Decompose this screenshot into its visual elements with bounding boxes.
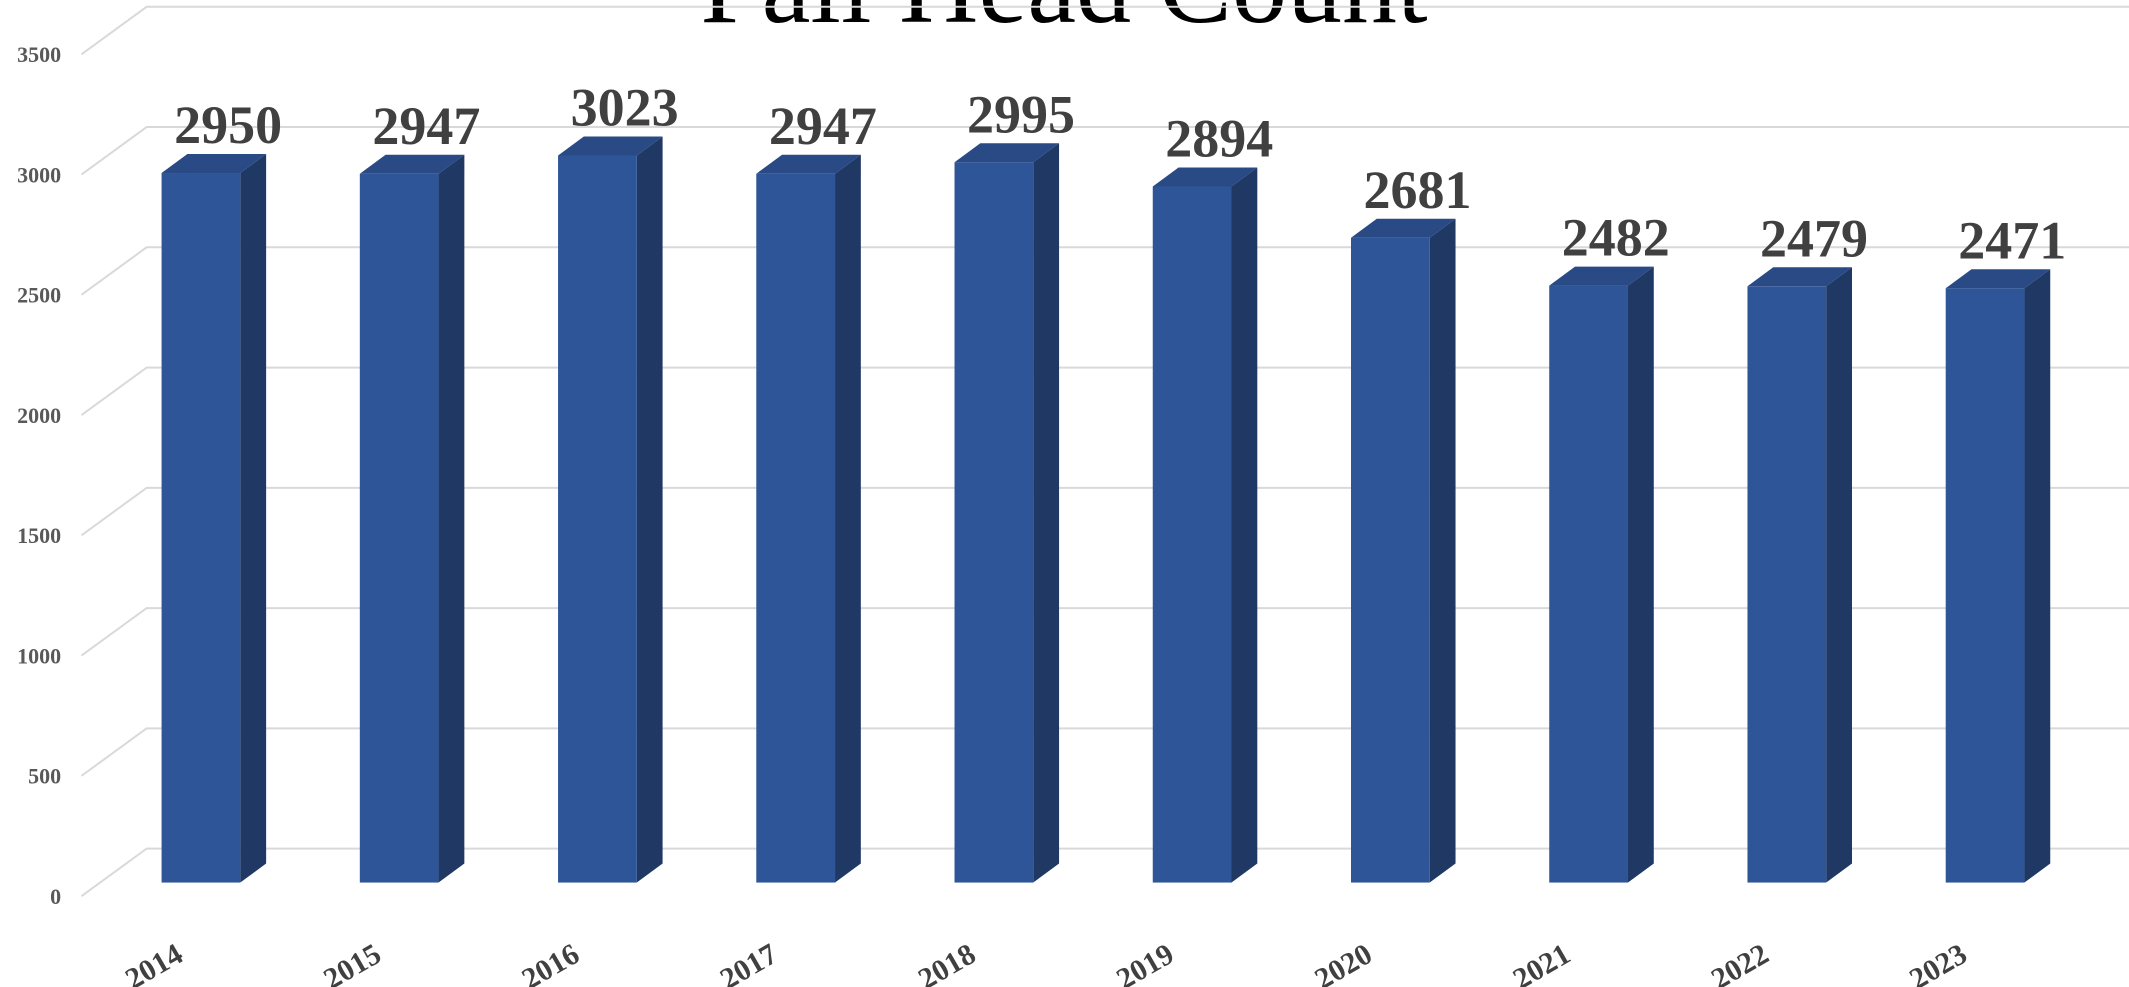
data-label: 2947 bbox=[769, 96, 877, 156]
bar bbox=[1549, 285, 1628, 883]
x-tick-label: 2020 bbox=[1309, 937, 1377, 987]
x-tick-label: 2017 bbox=[715, 937, 783, 987]
y-tick-label: 500 bbox=[28, 764, 61, 789]
bar-group bbox=[1350, 218, 1456, 883]
bar-side bbox=[1033, 143, 1060, 883]
grid-line bbox=[80, 847, 2129, 897]
bar bbox=[161, 173, 241, 883]
y-tick-label: 2000 bbox=[17, 403, 61, 428]
grid-line bbox=[80, 727, 2129, 777]
x-tick-label: 2019 bbox=[1111, 937, 1179, 987]
data-label: 2894 bbox=[1165, 109, 1273, 169]
bar bbox=[558, 155, 637, 883]
bar-side bbox=[636, 136, 663, 883]
bar-top bbox=[1549, 266, 1654, 286]
bar-group bbox=[756, 154, 861, 883]
bar-side bbox=[240, 154, 267, 883]
bar-side bbox=[1627, 266, 1654, 883]
x-tick-label: 2022 bbox=[1706, 937, 1774, 987]
grid-line bbox=[80, 5, 2129, 56]
y-tick-label: 3500 bbox=[17, 42, 61, 67]
bar-group bbox=[1945, 269, 2051, 883]
bar-top bbox=[1350, 218, 1456, 238]
grid-line bbox=[80, 246, 2129, 296]
bar-side bbox=[835, 154, 861, 883]
bar-top bbox=[1945, 269, 2051, 289]
x-tick-label: 2014 bbox=[120, 937, 188, 987]
grid-line bbox=[80, 486, 2129, 537]
data-label: 2482 bbox=[1562, 208, 1670, 268]
y-tick-label: 2500 bbox=[17, 283, 61, 308]
bar-top bbox=[359, 154, 465, 174]
bar-group bbox=[1152, 167, 1258, 883]
data-label: 2995 bbox=[967, 84, 1075, 144]
bar-group bbox=[161, 154, 267, 883]
bar bbox=[1350, 237, 1430, 883]
bar-side bbox=[438, 154, 465, 883]
bar-group bbox=[1747, 267, 1853, 883]
bar-group bbox=[954, 143, 1060, 883]
data-label: 2947 bbox=[372, 96, 480, 156]
data-label: 2479 bbox=[1760, 208, 1868, 268]
bar bbox=[954, 162, 1034, 883]
bar-top bbox=[1747, 267, 1853, 287]
grid bbox=[80, 5, 2129, 897]
bar-top bbox=[756, 154, 861, 174]
bar-side bbox=[2024, 269, 2051, 883]
x-tick-label: 2018 bbox=[913, 937, 981, 987]
data-label: 2471 bbox=[1958, 210, 2066, 270]
bar-group bbox=[1549, 266, 1654, 883]
bar-top bbox=[161, 154, 267, 174]
grid-line bbox=[80, 607, 2129, 657]
bar bbox=[1152, 186, 1232, 883]
bar-group bbox=[359, 154, 465, 883]
grid-line bbox=[80, 126, 2129, 176]
data-label: 2950 bbox=[174, 95, 282, 155]
x-tick-label: 2016 bbox=[516, 937, 584, 987]
bar bbox=[756, 173, 836, 883]
bar-side bbox=[1429, 218, 1456, 883]
bar-group bbox=[558, 136, 663, 883]
bar-side bbox=[1231, 167, 1258, 883]
bar-top bbox=[558, 136, 663, 156]
bar-top bbox=[1152, 167, 1258, 187]
x-tick-label: 2021 bbox=[1508, 937, 1576, 987]
y-tick-label: 0 bbox=[50, 884, 61, 909]
y-tick-label: 1000 bbox=[17, 643, 61, 668]
bar-top bbox=[954, 143, 1060, 163]
y-tick-label: 3000 bbox=[17, 162, 61, 187]
grid-line bbox=[80, 366, 2129, 416]
data-label: 2681 bbox=[1364, 160, 1472, 220]
bar bbox=[1747, 286, 1827, 883]
bar bbox=[359, 173, 439, 883]
x-tick-label: 2015 bbox=[318, 937, 386, 987]
y-tick-label: 1500 bbox=[17, 523, 61, 548]
bar bbox=[1945, 288, 2025, 883]
bar-side bbox=[1826, 267, 1853, 883]
x-tick-label: 2023 bbox=[1904, 937, 1972, 987]
data-label: 3023 bbox=[571, 78, 679, 138]
